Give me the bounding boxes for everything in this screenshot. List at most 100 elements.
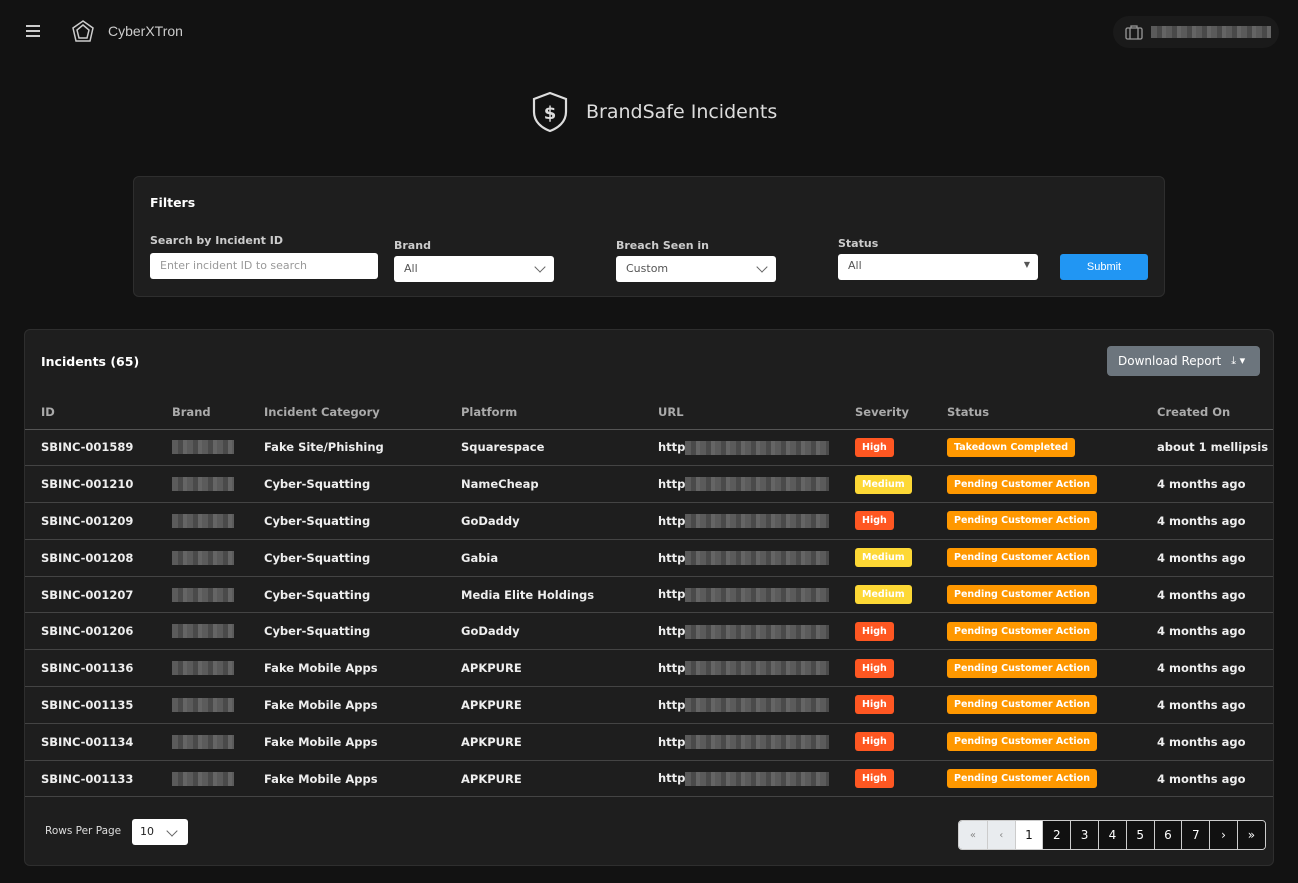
severity-cell: Medium [839, 465, 931, 504]
chevron-down-icon [756, 261, 768, 273]
url-cell[interactable]: http [642, 502, 839, 540]
table-row[interactable]: SBINC-001209 Cyber-Squatting GoDaddy htt… [25, 502, 1273, 540]
hamburger-icon[interactable] [26, 25, 40, 37]
incident-id[interactable]: SBINC-001589 [25, 429, 156, 467]
url-prefix: http [658, 440, 686, 455]
incident-id[interactable]: SBINC-001135 [25, 686, 156, 724]
table-row[interactable]: SBINC-001134 Fake Mobile Apps APKPURE ht… [25, 723, 1273, 761]
page-button[interactable]: 3 [1070, 821, 1098, 849]
incident-category: Cyber-Squatting [248, 539, 445, 577]
incidents-table: ID Brand Incident Category Platform URL Sever… [25, 396, 1273, 798]
prev-page-button[interactable]: ‹ [986, 821, 1015, 849]
column-header: Status [931, 396, 1141, 430]
incident-id[interactable]: SBINC-001134 [25, 723, 156, 761]
first-page-button[interactable]: « [959, 821, 987, 849]
platform: GoDaddy [445, 612, 642, 651]
incident-id[interactable]: SBINC-001208 [25, 539, 156, 577]
breach-label: Breach Seen in [616, 239, 709, 252]
table-row[interactable]: SBINC-001207 Cyber-Squatting Media Elite… [25, 576, 1273, 614]
status-badge: Pending Customer Action [947, 658, 1097, 678]
brand-redacted [156, 539, 248, 577]
created-on: 4 months ago [1141, 465, 1273, 504]
briefcase-icon [1125, 25, 1143, 40]
status-cell: Pending Customer Action [931, 576, 1141, 614]
platform: APKPURE [445, 760, 642, 798]
platform: APKPURE [445, 686, 642, 724]
url-prefix: http [658, 513, 686, 528]
incident-id[interactable]: SBINC-001210 [25, 465, 156, 504]
status-cell: Pending Customer Action [931, 539, 1141, 577]
brand-redacted [156, 502, 248, 540]
brand-value: All [404, 262, 418, 275]
url-cell[interactable]: http [642, 723, 839, 761]
incident-category: Cyber-Squatting [248, 612, 445, 651]
page-button[interactable]: 6 [1153, 821, 1182, 849]
status-select[interactable]: All ▼ [838, 254, 1038, 280]
filters-panel: Filters Search by Incident ID Enter inci… [133, 176, 1165, 297]
severity-badge: Medium [855, 548, 912, 568]
created-on: 4 months ago [1141, 539, 1273, 577]
url-cell[interactable]: http [642, 612, 839, 651]
severity-cell: High [839, 612, 931, 651]
page-button[interactable]: 1 [1014, 821, 1043, 849]
next-page-button[interactable]: › [1209, 821, 1237, 849]
table-row[interactable]: SBINC-001133 Fake Mobile Apps APKPURE ht… [25, 760, 1273, 798]
url-prefix: http [658, 624, 686, 639]
column-header: Severity [839, 396, 931, 430]
page-button[interactable]: 5 [1125, 821, 1154, 849]
breach-select[interactable]: Custom [616, 256, 776, 282]
incident-id[interactable]: SBINC-001136 [25, 649, 156, 688]
rows-per-page-value: 10 [140, 825, 154, 838]
brand-redacted [156, 465, 248, 504]
incident-category: Cyber-Squatting [248, 502, 445, 540]
status-badge: Pending Customer Action [947, 621, 1097, 641]
table-row[interactable]: SBINC-001135 Fake Mobile Apps APKPURE ht… [25, 686, 1273, 724]
table-row[interactable]: SBINC-001210 Cyber-Squatting NameCheap h… [25, 465, 1273, 504]
caret-down-icon: ▼ [1023, 260, 1030, 269]
table-row[interactable]: SBINC-001206 Cyber-Squatting GoDaddy htt… [25, 612, 1273, 651]
rows-per-page-select[interactable]: 10 [132, 819, 188, 845]
created-on: 4 months ago [1141, 760, 1273, 798]
status-badge: Pending Customer Action [947, 732, 1097, 752]
severity-badge: High [855, 511, 894, 531]
table-row[interactable]: SBINC-001136 Fake Mobile Apps APKPURE ht… [25, 649, 1273, 688]
page-button[interactable]: 2 [1042, 821, 1071, 849]
severity-cell: High [839, 649, 931, 688]
platform: Media Elite Holdings [445, 576, 642, 614]
platform: GoDaddy [445, 502, 642, 540]
incident-id[interactable]: SBINC-001207 [25, 576, 156, 614]
column-header: ID [25, 396, 156, 430]
brand-redacted [156, 686, 248, 724]
submit-button[interactable]: Submit [1060, 254, 1148, 280]
incident-id[interactable]: SBINC-001133 [25, 760, 156, 798]
url-cell[interactable]: http [642, 649, 839, 688]
brand-select[interactable]: All [394, 256, 554, 282]
url-prefix: http [658, 550, 686, 565]
status-cell: Pending Customer Action [931, 612, 1141, 651]
url-cell[interactable]: http [642, 760, 839, 798]
page-button[interactable]: 7 [1181, 821, 1210, 849]
url-cell[interactable]: http [642, 465, 839, 504]
last-page-button[interactable]: » [1236, 821, 1265, 849]
status-cell: Pending Customer Action [931, 465, 1141, 504]
status-badge: Pending Customer Action [947, 474, 1097, 494]
url-cell[interactable]: http [642, 429, 839, 467]
url-cell[interactable]: http [642, 539, 839, 577]
download-report-button[interactable]: Download Report ⤓ ▾ [1107, 346, 1260, 376]
url-prefix: http [658, 476, 686, 491]
url-cell[interactable]: http [642, 576, 839, 614]
incident-id[interactable]: SBINC-001206 [25, 612, 156, 651]
top-bar: CyberXTron [0, 0, 1298, 64]
incidents-title: Incidents (65) [41, 354, 140, 369]
incident-id[interactable]: SBINC-001209 [25, 502, 156, 540]
table-row[interactable]: SBINC-001589 Fake Site/Phishing Squaresp… [25, 429, 1273, 467]
url-cell[interactable]: http [642, 686, 839, 724]
page-button[interactable]: 4 [1097, 821, 1126, 849]
table-row[interactable]: SBINC-001208 Cyber-Squatting Gabia http … [25, 539, 1273, 577]
incident-id-search-input[interactable]: Enter incident ID to search [150, 253, 378, 279]
url-prefix: http [658, 771, 686, 786]
incident-category: Fake Mobile Apps [248, 723, 445, 761]
user-account-button[interactable] [1113, 16, 1279, 48]
brand-redacted [156, 576, 248, 614]
status-badge: Pending Customer Action [947, 548, 1097, 568]
